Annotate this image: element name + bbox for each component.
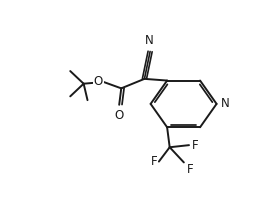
- Text: N: N: [145, 34, 154, 47]
- Text: F: F: [186, 163, 193, 176]
- Text: O: O: [114, 109, 124, 122]
- Text: F: F: [151, 155, 157, 168]
- Text: N: N: [221, 97, 230, 110]
- Text: O: O: [94, 75, 103, 88]
- Text: F: F: [192, 139, 199, 152]
